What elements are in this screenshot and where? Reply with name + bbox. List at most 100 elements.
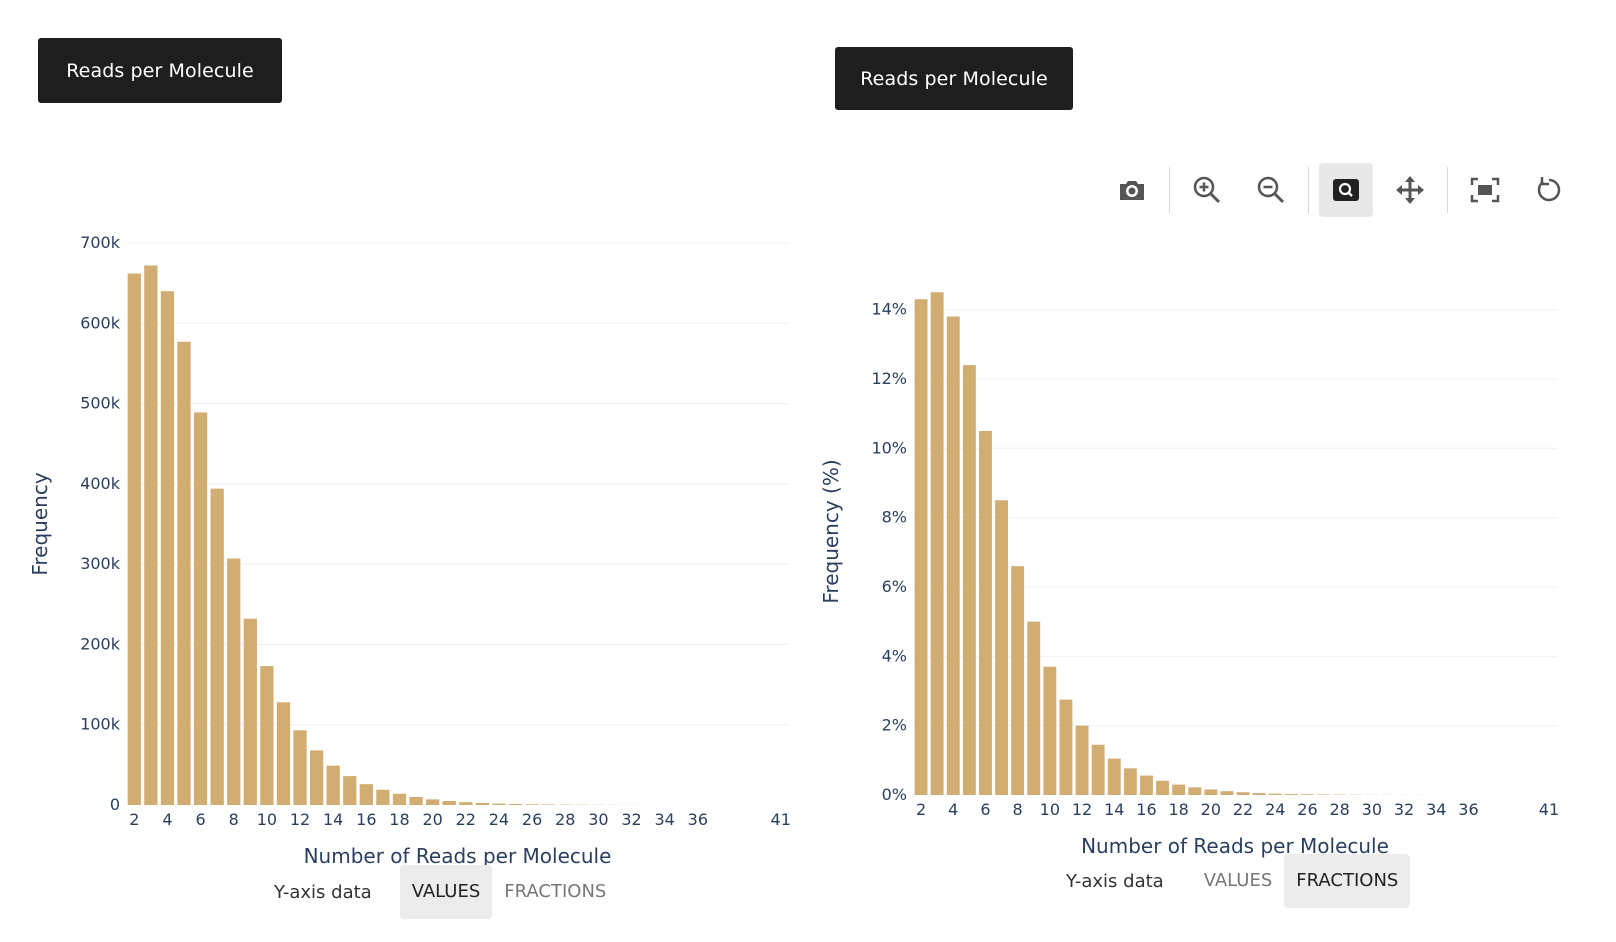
y-tick-label: 0 [110, 795, 120, 814]
y-tick-label: 300k [80, 554, 121, 573]
bar[interactable] [1301, 794, 1314, 795]
y-tick-label: 2% [882, 716, 907, 735]
chart-title-tab[interactable]: Reads per Molecule [38, 38, 282, 103]
y-tick-label: 10% [871, 438, 907, 457]
bar[interactable] [442, 800, 456, 805]
x-tick-label: 10 [257, 810, 277, 829]
chart-modebar [1100, 162, 1581, 218]
zoom-out-icon[interactable] [1244, 163, 1298, 217]
bar[interactable] [392, 793, 407, 805]
x-tick-label: 34 [655, 810, 675, 829]
bar[interactable] [1236, 792, 1250, 795]
bar[interactable] [995, 500, 1008, 795]
x-tick-label: 14 [1104, 800, 1124, 819]
bar[interactable] [914, 299, 928, 795]
bar[interactable] [1043, 666, 1057, 795]
x-tick-label: 22 [1233, 800, 1253, 819]
bar[interactable] [326, 765, 340, 805]
values-button[interactable]: VALUES [399, 865, 493, 919]
x-tick-label: 34 [1426, 800, 1446, 819]
bar[interactable] [193, 412, 208, 805]
bar[interactable] [525, 804, 539, 805]
bar[interactable] [1204, 789, 1218, 795]
y-axis-title: Frequency [28, 472, 52, 575]
bar[interactable] [1252, 793, 1266, 795]
bar[interactable] [227, 558, 241, 805]
x-tick-label: 12 [290, 810, 310, 829]
x-tick-label: 6 [195, 810, 205, 829]
bar[interactable] [409, 796, 423, 805]
x-tick-label: 20 [1201, 800, 1221, 819]
x-tick-label: 10 [1040, 800, 1060, 819]
x-tick-label: 4 [948, 800, 958, 819]
x-tick-label: 8 [229, 810, 239, 829]
bar-chart-fractions: 0%2%4%6%8%10%12%14%2 4 6 8 10 12 14 16 18 20 22 24 2… [819, 292, 1559, 858]
bar[interactable] [979, 430, 992, 795]
bar[interactable] [492, 803, 506, 805]
bar[interactable] [475, 802, 489, 805]
bar[interactable] [160, 291, 175, 806]
bar[interactable] [144, 265, 158, 806]
panel-fractions: Reads per Molecule 0% 2% 4% 6% 8% 10% 12% 14% 2 4… [800, 0, 1616, 942]
bar[interactable] [946, 316, 960, 795]
y-axis-toggle-label: Y-axis data [274, 881, 372, 903]
x-tick-label: 41 [1539, 800, 1559, 819]
fractions-button[interactable]: FRACTIONS [504, 881, 607, 902]
bar[interactable] [1059, 699, 1073, 795]
camera-icon[interactable] [1105, 163, 1159, 217]
bar[interactable] [127, 273, 141, 806]
bar[interactable] [293, 730, 307, 805]
bar[interactable] [177, 341, 191, 805]
bar[interactable] [1091, 744, 1105, 795]
bar[interactable] [1220, 791, 1234, 795]
bar[interactable] [508, 803, 523, 805]
x-tick-label: 2 [129, 810, 139, 829]
fractions-button[interactable]: FRACTIONS [1284, 854, 1411, 908]
y-axis-title: Frequency (%) [819, 459, 843, 603]
y-tick-label: 200k [80, 634, 121, 653]
bar[interactable] [1156, 780, 1169, 795]
pan-icon[interactable] [1383, 163, 1437, 217]
y-tick-label: 8% [882, 508, 907, 527]
autoscale-icon[interactable] [1458, 163, 1512, 217]
bar[interactable] [243, 618, 257, 805]
modebar-divider [1447, 167, 1448, 213]
y-axis-toggle: Y-axis data VALUES FRACTIONS [1066, 854, 1411, 908]
zoom-box-icon[interactable] [1319, 163, 1373, 217]
bar[interactable] [309, 750, 324, 805]
bar[interactable] [962, 365, 976, 795]
bar[interactable] [1172, 784, 1186, 795]
x-tick-label: 28 [1329, 800, 1349, 819]
bar[interactable] [459, 802, 473, 805]
values-button[interactable]: VALUES [1203, 870, 1273, 891]
bar[interactable] [359, 784, 373, 805]
x-tick-label: 36 [1458, 800, 1478, 819]
bar[interactable] [1075, 725, 1089, 795]
bar[interactable] [1188, 787, 1202, 795]
bar[interactable] [1284, 794, 1298, 795]
bar[interactable] [276, 702, 291, 805]
bar[interactable] [1268, 793, 1282, 795]
bar[interactable] [343, 776, 357, 805]
bar[interactable] [210, 488, 224, 805]
x-tick-label: 26 [1297, 800, 1317, 819]
bar[interactable] [1107, 758, 1121, 795]
bar[interactable] [1011, 566, 1025, 795]
chart-title-tab[interactable]: Reads per Molecule [835, 47, 1073, 110]
reset-axes-icon[interactable] [1522, 163, 1576, 217]
x-tick-label: 32 [1394, 800, 1414, 819]
y-axis-toggle-label: Y-axis data [1066, 870, 1164, 892]
x-tick-label: 18 [1168, 800, 1188, 819]
bar[interactable] [260, 666, 274, 805]
panel-values: Reads per Molecule 0 100k 200k 300k 400k 500k… [0, 0, 800, 942]
bar[interactable] [542, 804, 556, 805]
zoom-in-icon[interactable] [1180, 163, 1234, 217]
bar[interactable] [426, 799, 440, 805]
y-tick-label: 400k [80, 474, 121, 493]
bar[interactable] [930, 292, 944, 795]
bar[interactable] [1027, 621, 1041, 795]
bar[interactable] [1140, 775, 1153, 795]
bar[interactable] [1123, 768, 1137, 795]
x-tick-label: 14 [323, 810, 343, 829]
bar[interactable] [376, 789, 390, 805]
